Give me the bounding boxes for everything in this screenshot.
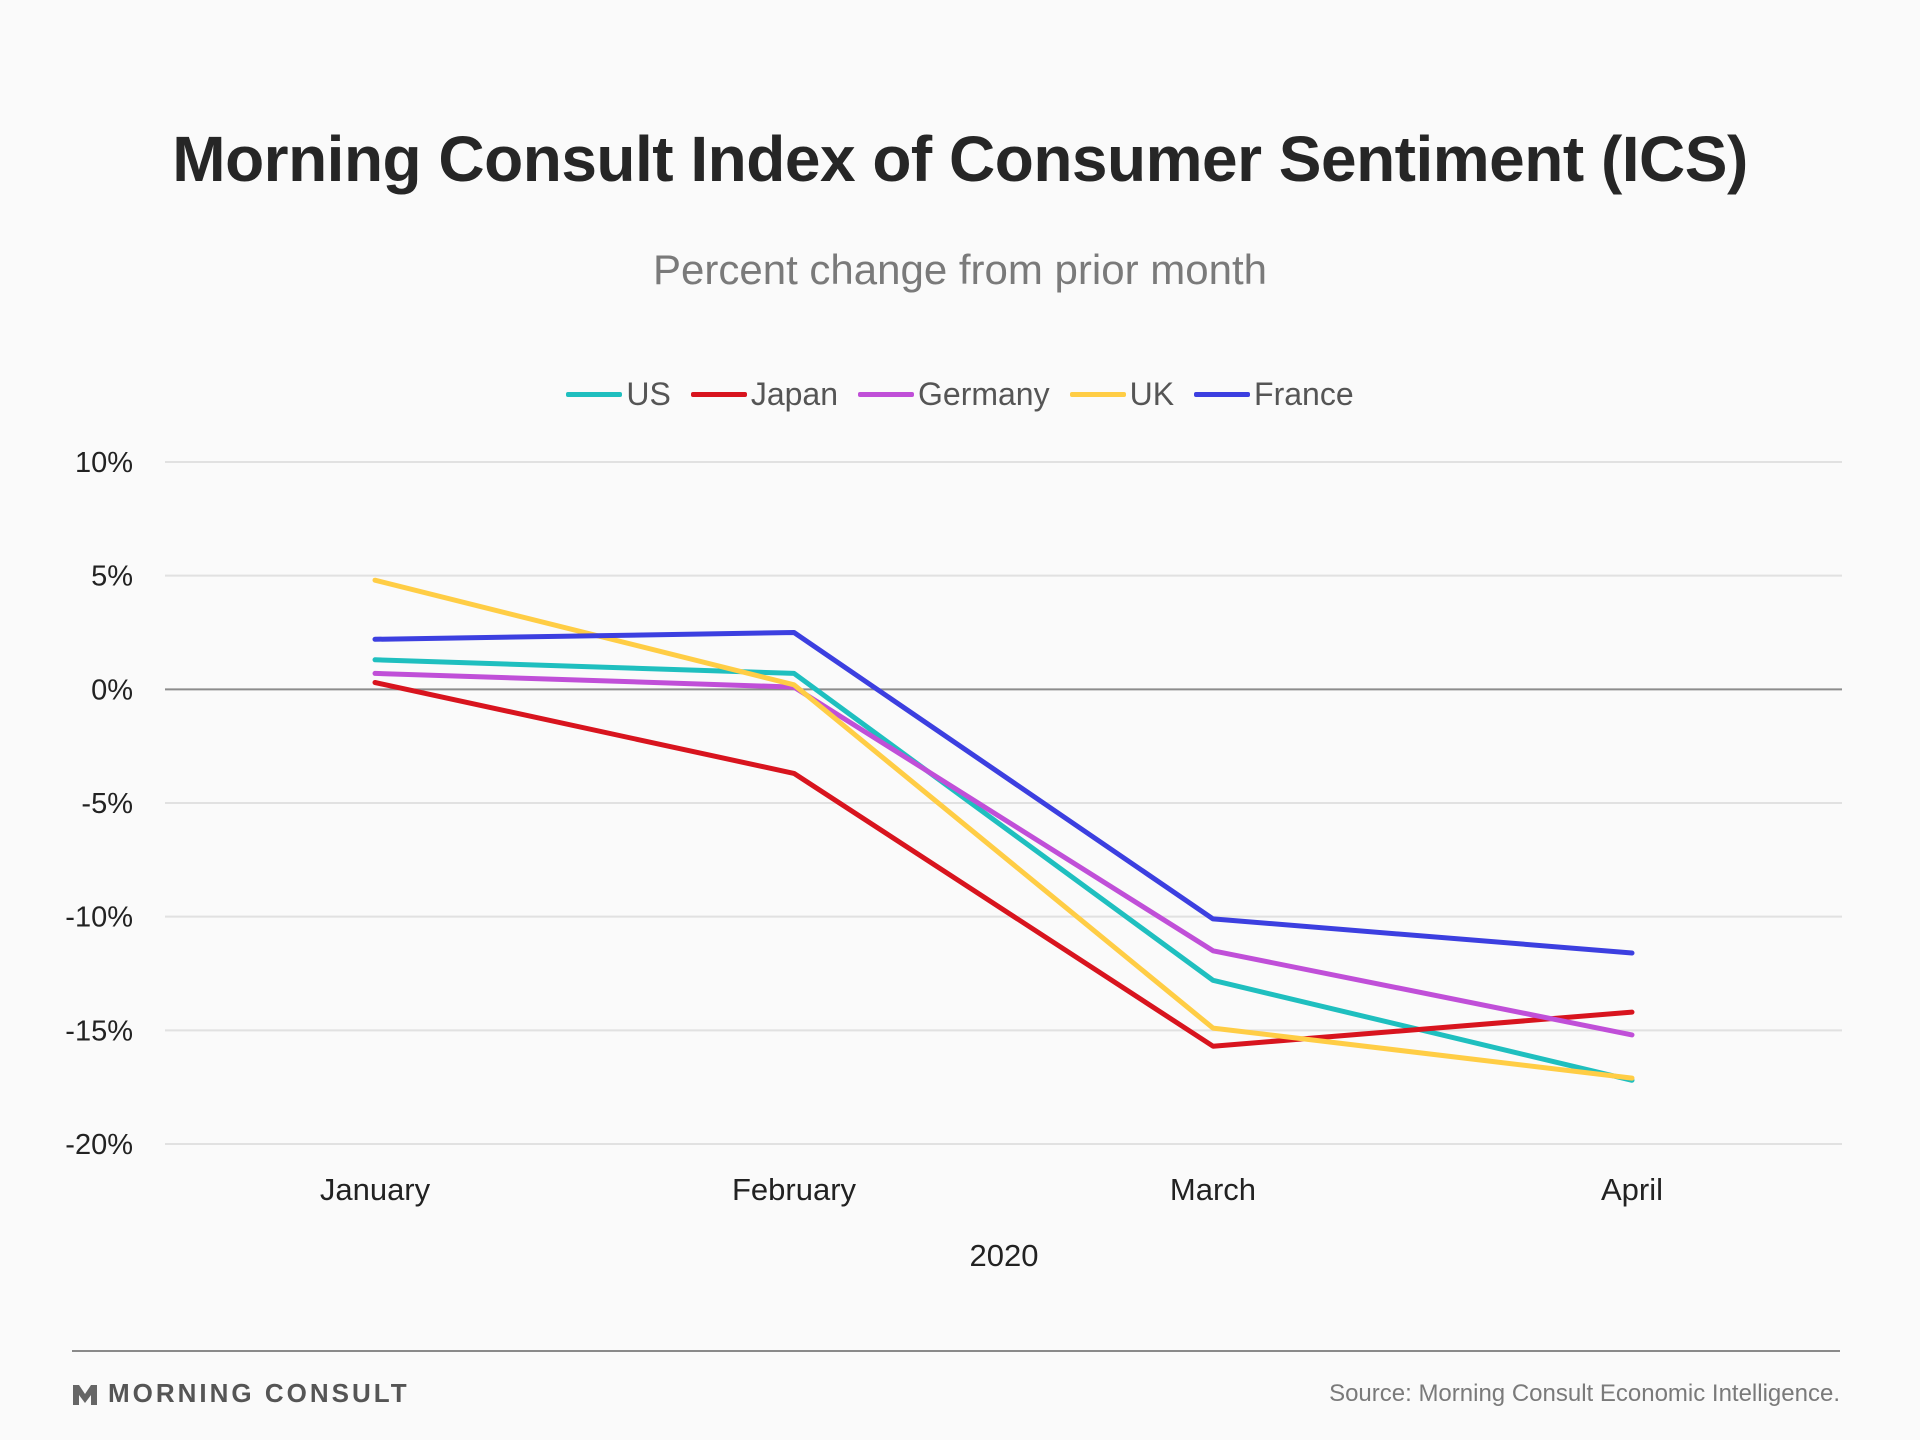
legend-item-germany: Germany [858,376,1050,413]
series-line-germany [372,670,1635,1038]
brand: MORNING CONSULT [72,1378,410,1409]
legend-swatch [566,392,623,397]
x-tick-label: March [1170,1172,1256,1207]
footer-divider [72,1350,1840,1352]
y-tick-label: -10% [65,902,133,934]
legend: US Japan Germany UK France [0,376,1920,413]
series-line-france [372,630,1635,956]
y-tick-label: 0% [91,674,133,706]
legend-swatch [1069,392,1126,397]
chart-subtitle: Percent change from prior month [653,246,1267,293]
x-tick-label: February [732,1172,857,1207]
y-tick-label: -5% [81,788,133,820]
y-tick-label: -20% [65,1129,133,1161]
legend-label: Japan [750,376,838,412]
line-chart: 10% 5% 0% -5% -10% -15% -20% January February Mar… [65,447,1842,1273]
source-note: Source: Morning Consult Economic Intelli… [1329,1380,1840,1407]
series-line-uk [372,577,1635,1081]
legend-swatch [1194,392,1251,397]
legend-item-uk: UK [1069,376,1175,413]
legend-item-us: US [566,376,671,413]
legend-item-france: France [1194,376,1354,413]
x-tick-label: April [1601,1172,1663,1207]
x-axis-label: 2020 [970,1238,1039,1273]
legend-swatch [858,392,914,397]
brand-name: MORNING CONSULT [108,1378,410,1408]
legend-label: US [626,376,671,412]
legend-label: UK [1129,376,1175,412]
y-tick-label: -15% [65,1015,133,1047]
chart-title: Morning Consult Index of Consumer Sentim… [172,123,1748,195]
legend-label: France [1254,376,1354,412]
legend-label: Germany [918,376,1050,412]
morning-consult-logo-icon [73,1384,97,1405]
y-tick-label: 5% [91,561,133,593]
legend-item-japan: Japan [690,376,838,413]
x-tick-label: January [320,1172,431,1207]
legend-swatch [690,392,747,397]
y-tick-label: 10% [75,447,133,479]
series-line-japan [372,680,1635,1049]
